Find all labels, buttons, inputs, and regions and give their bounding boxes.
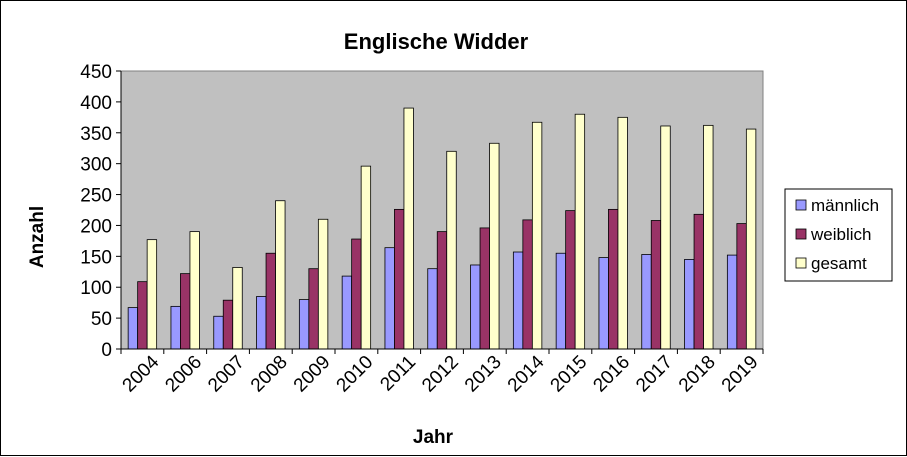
- bar-männlich-2010: [341, 275, 353, 350]
- x-tick-label: 2010: [333, 352, 378, 397]
- x-tick-label: 2014: [504, 351, 549, 396]
- bar-männlich-2018: [684, 259, 695, 350]
- legend-swatch-männlich: [795, 199, 807, 211]
- x-tick-label: 2006: [161, 352, 206, 397]
- bar-gesamt-2012: [446, 150, 457, 350]
- bar-männlich-2007: [213, 315, 224, 350]
- bar-männlich-2012: [427, 268, 438, 350]
- bar-männlich-2011: [384, 247, 395, 350]
- bar-männlich-2008: [256, 296, 267, 350]
- bar-gesamt-2019: [745, 128, 757, 350]
- legend: männlich weiblich gesamt: [784, 188, 893, 282]
- y-tick-label: 100: [80, 278, 112, 299]
- bar-weiblich-2011: [394, 208, 405, 350]
- chart-title: Englische Widder: [344, 29, 529, 54]
- bar-gesamt-2009: [317, 218, 329, 350]
- bar-männlich-2009: [298, 299, 310, 350]
- bar-männlich-2019: [726, 254, 738, 350]
- bar-weiblich-2012: [436, 231, 448, 350]
- legend-swatch-gesamt: [795, 257, 807, 269]
- bar-weiblich-2010: [351, 238, 362, 350]
- bar-männlich-2014: [512, 251, 524, 350]
- bar-männlich-2004: [127, 307, 139, 350]
- y-tick-label: 400: [80, 93, 112, 114]
- x-tick-label: 2017: [632, 352, 677, 397]
- bar-männlich-2017: [641, 254, 652, 350]
- legend-label-männlich: männlich: [811, 196, 879, 215]
- y-tick-label: 250: [80, 186, 112, 207]
- x-tick-label: 2004: [119, 351, 164, 396]
- x-tick-label: 2011: [376, 352, 420, 396]
- y-tick-label: 350: [80, 124, 112, 145]
- y-tick-label: 50: [91, 309, 112, 330]
- x-tick-label: 2013: [461, 352, 506, 397]
- bar-männlich-2013: [470, 264, 481, 350]
- bar-gesamt-2014: [531, 121, 543, 350]
- bar-gesamt-2015: [574, 113, 586, 350]
- bar-gesamt-2016: [617, 116, 628, 350]
- y-tick-label: 0: [101, 340, 112, 361]
- legend-label-weiblich: weiblich: [810, 225, 871, 244]
- x-tick-label: 2007: [204, 352, 249, 397]
- bar-weiblich-2018: [693, 213, 704, 350]
- y-axis-title: Anzahl: [27, 206, 48, 268]
- x-tick-label: 2019: [718, 352, 763, 397]
- bar-weiblich-2013: [479, 227, 490, 350]
- x-tick-label: 2008: [247, 352, 292, 397]
- bar-gesamt-2018: [703, 124, 714, 350]
- x-tick-label: 2018: [675, 352, 720, 397]
- bar-weiblich-2004: [137, 281, 148, 350]
- bar-gesamt-2008: [275, 200, 286, 350]
- bar-weiblich-2015: [565, 210, 576, 350]
- y-tick-label: 200: [80, 216, 112, 237]
- bar-männlich-2015: [555, 252, 567, 350]
- bar-weiblich-2007: [222, 299, 234, 350]
- bar-weiblich-2014: [522, 219, 533, 350]
- y-tick-label: 450: [80, 62, 112, 83]
- bar-weiblich-2008: [265, 252, 276, 350]
- bar-gesamt-2006: [189, 231, 200, 350]
- bar-gesamt-2013: [489, 142, 500, 350]
- bar-gesamt-2010: [360, 165, 372, 350]
- x-axis-title: Jahr: [413, 427, 454, 448]
- bar-gesamt-2011: [403, 107, 414, 350]
- bars-layer: [127, 107, 757, 350]
- bar-weiblich-2006: [180, 273, 191, 350]
- bar-männlich-2006: [170, 305, 181, 350]
- bar-männlich-2016: [598, 257, 609, 350]
- bar-gesamt-2004: [146, 239, 158, 350]
- bar-weiblich-2009: [308, 268, 319, 350]
- x-tick-label: 2012: [418, 352, 463, 397]
- x-tick-label: 2016: [589, 352, 634, 397]
- bar-gesamt-2017: [660, 125, 671, 350]
- x-tick-label: 2015: [547, 352, 592, 397]
- legend-label-gesamt: gesamt: [811, 254, 867, 273]
- bar-weiblich-2019: [736, 223, 747, 350]
- bar-gesamt-2007: [232, 267, 243, 350]
- y-tick-label: 300: [80, 155, 112, 176]
- legend-swatch-weiblich: [795, 228, 807, 240]
- bar-weiblich-2017: [650, 220, 662, 350]
- bar-weiblich-2016: [608, 208, 619, 350]
- y-tick-label: 150: [80, 247, 112, 268]
- x-tick-label: 2009: [290, 352, 335, 397]
